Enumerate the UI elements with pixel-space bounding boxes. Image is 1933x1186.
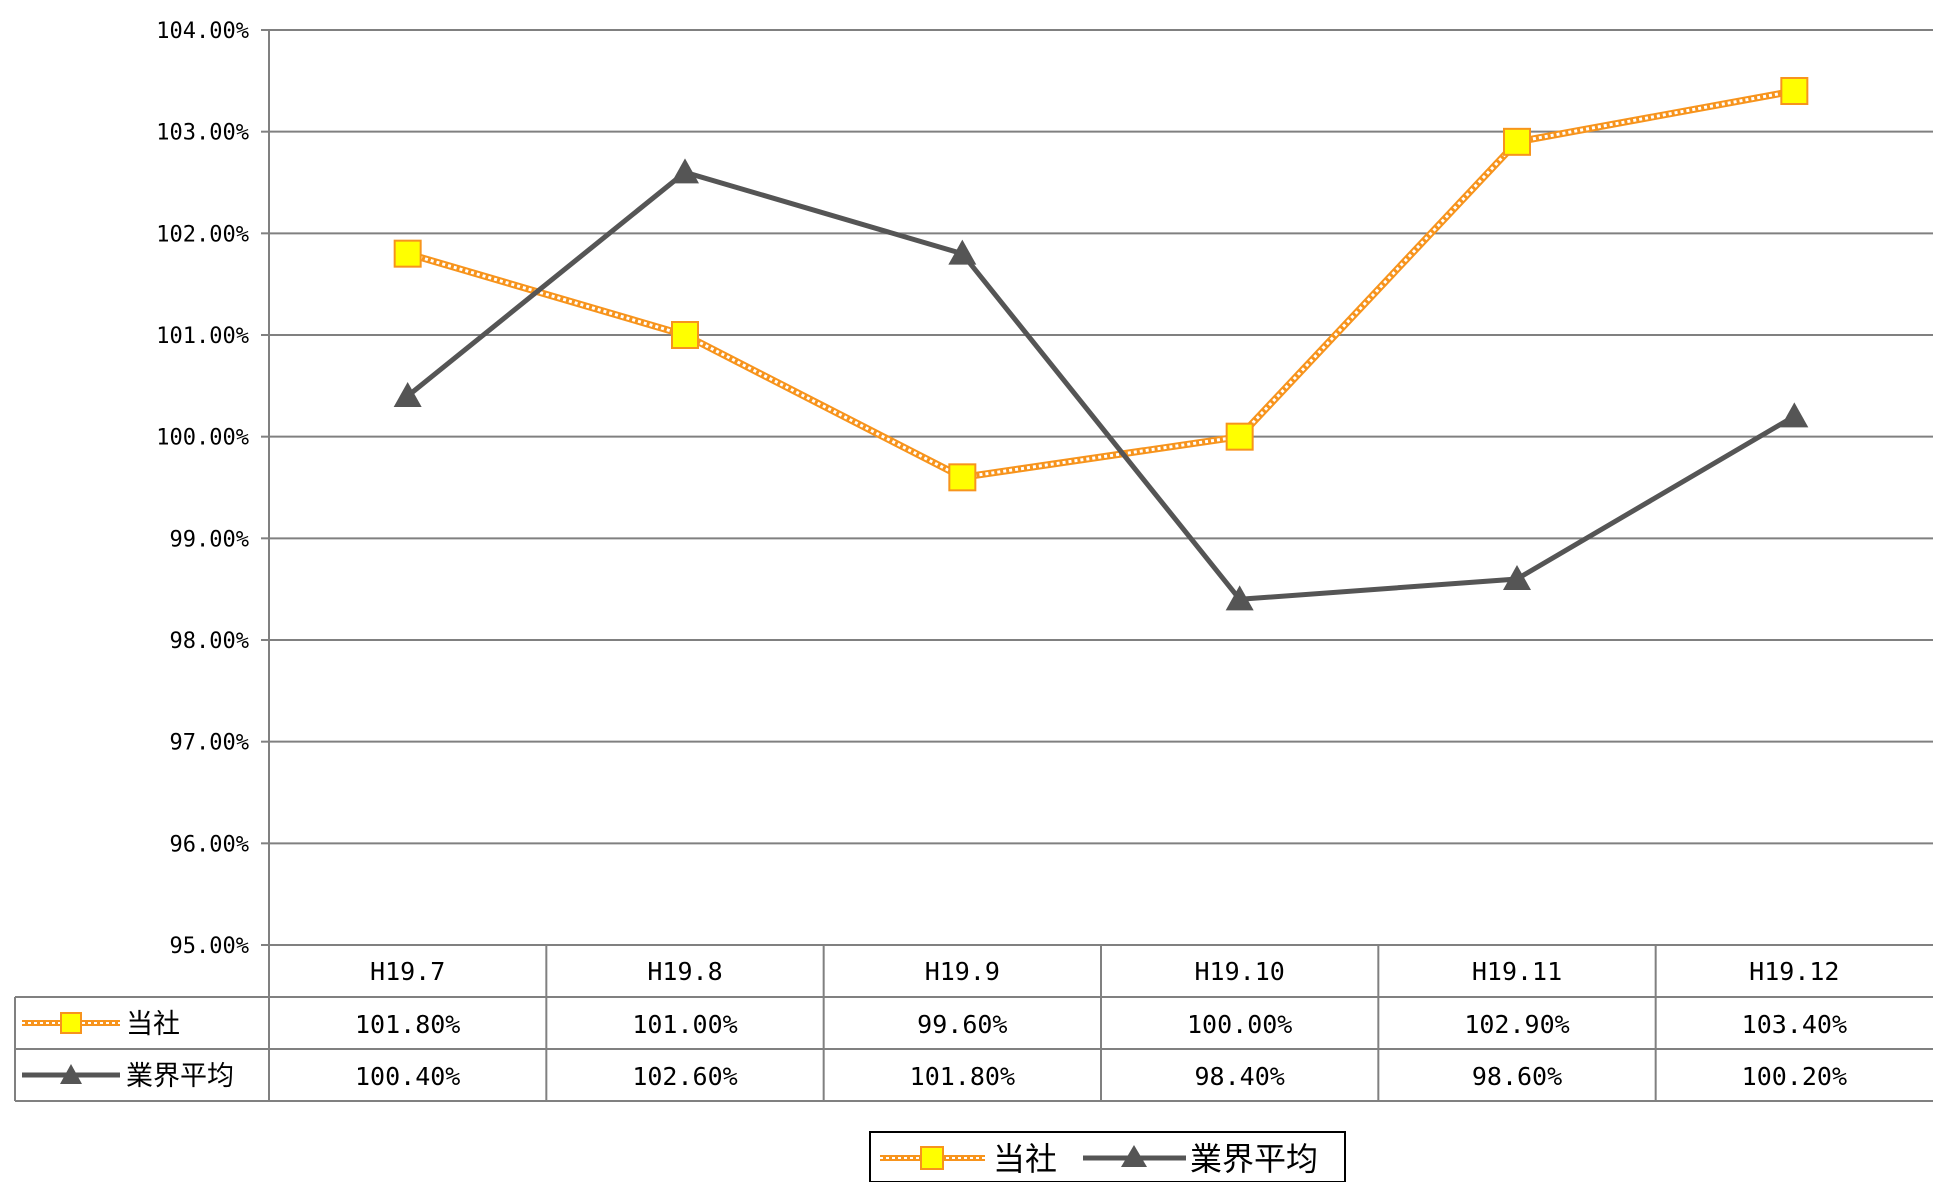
legend-marker-company [920, 1146, 944, 1170]
ytick-label: 95.00% [170, 934, 249, 959]
ytick-label: 101.00% [156, 324, 249, 349]
data-point-industry [393, 382, 422, 407]
ytick-label: 99.00% [170, 527, 249, 552]
data-value-label: 101.80% [910, 1062, 1015, 1091]
legend-label-company: 当社 [993, 1140, 1057, 1178]
table-row-label: 業界平均 [126, 1061, 234, 1092]
data-value-label: 100.00% [1187, 1010, 1292, 1039]
data-point-company [948, 463, 977, 492]
data-value-label: 102.60% [632, 1062, 737, 1091]
data-value-label: 100.40% [355, 1062, 460, 1091]
category-label: H19.8 [647, 957, 722, 986]
data-value-label: 101.80% [355, 1010, 460, 1039]
data-point-industry [1780, 402, 1809, 428]
data-value-label: 98.40% [1195, 1062, 1285, 1091]
category-label: H19.12 [1749, 957, 1839, 986]
data-point-company [1225, 422, 1254, 451]
ytick-label: 98.00% [170, 629, 249, 654]
ytick-label: 103.00% [156, 121, 249, 146]
data-point-industry [671, 158, 699, 184]
category-label: H19.7 [370, 957, 445, 986]
category-label: H19.11 [1472, 957, 1562, 986]
series-line-industry [406, 169, 1796, 602]
series-line-company-outer [406, 87, 1795, 481]
data-point-industry [1225, 585, 1254, 611]
ytick-label: 100.00% [156, 426, 249, 451]
data-point-company [671, 321, 699, 349]
data-value-label: 98.60% [1472, 1062, 1562, 1091]
data-point-company [1503, 127, 1531, 156]
category-label: H19.10 [1195, 957, 1285, 986]
data-value-label: 102.90% [1464, 1010, 1569, 1039]
data-value-label: 103.40% [1742, 1010, 1847, 1039]
data-value-label: 99.60% [917, 1010, 1007, 1039]
table-legend-marker-company [60, 1012, 82, 1034]
legend-marker-industry [1121, 1145, 1147, 1167]
data-point-company [1780, 77, 1809, 105]
table-legend-marker-industry [60, 1064, 82, 1084]
ytick-label: 97.00% [170, 731, 249, 756]
data-point-industry [948, 239, 977, 265]
ytick-label: 96.00% [170, 832, 249, 857]
data-value-label: 100.20% [1742, 1062, 1847, 1091]
data-point-industry [1503, 565, 1531, 590]
legend-label-industry: 業界平均 [1190, 1140, 1318, 1178]
ytick-label: 102.00% [156, 222, 249, 247]
ytick-label: 104.00% [156, 19, 249, 44]
series-line-company [407, 89, 1795, 479]
data-value-label: 101.00% [632, 1010, 737, 1039]
category-label: H19.9 [925, 957, 1000, 986]
data-point-company [393, 239, 422, 268]
table-row-label: 当社 [126, 1009, 180, 1040]
